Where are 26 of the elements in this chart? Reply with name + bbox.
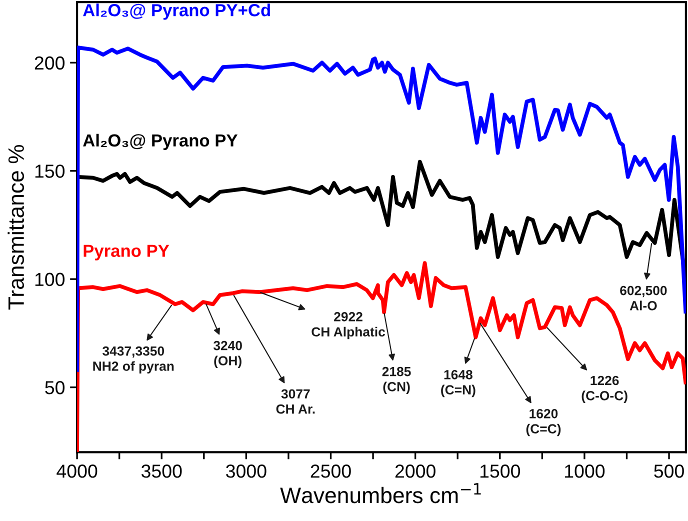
annotation: 2922 CH Alphatic [312,312,386,340]
x-tick-label: 500 [654,464,684,478]
x-tick-label: 4000 [56,464,98,478]
y-tick-label: 200 [34,56,65,70]
annotation: 1226 (C-O-C) [582,376,628,403]
x-tick-label: 3000 [226,464,266,478]
y-axis-title: Transmittance % [8,145,24,310]
annotation: 1648 (C=N) [441,370,476,398]
series-label: Al₂O₃@ Pyrano PY [83,134,238,150]
y-tick-label: 150 [35,164,65,178]
x-tick-label: 2500 [310,464,351,478]
annotation: 3240 (OH) [213,340,242,368]
series-label: Pyrano PY [84,244,170,260]
annotation: 1620 (C=C) [526,408,561,436]
annotation: 2185 (CN) [382,366,411,394]
annotation: 3437,3350 NH2 of pyran [93,346,174,374]
x-tick-label: 2000 [395,464,436,478]
annotation: 3077 CH Ar. [276,389,315,414]
x-axis-title: Wavenumbers cm$^{−1}$ [280,483,481,504]
x-tick-label: 3500 [141,464,182,478]
annotation: 602,500 Al-O [620,286,667,310]
y-tick-label: 50 [45,381,65,394]
series-label: Al₂O₃@ Pyrano PY+Cd [83,4,270,20]
x-tick-label: 1500 [480,464,520,478]
x-tick-label: 1000 [565,464,605,478]
y-tick-label: 100 [35,272,65,286]
